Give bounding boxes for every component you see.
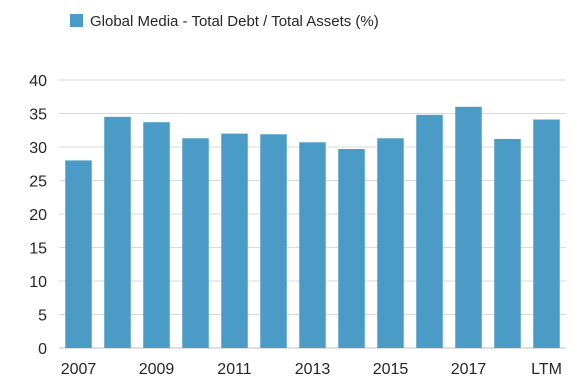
bar-2008 bbox=[104, 116, 131, 348]
bar-2010 bbox=[182, 138, 209, 348]
y-tick-label: 30 bbox=[29, 140, 47, 157]
x-tick-label: LTM bbox=[531, 361, 562, 378]
y-tick-label: 40 bbox=[29, 73, 47, 90]
y-tick-label: 25 bbox=[29, 174, 47, 191]
y-tick-label: 10 bbox=[29, 274, 47, 291]
y-tick-label: 5 bbox=[38, 308, 47, 325]
x-tick-label: 2007 bbox=[61, 361, 97, 378]
bar-2018 bbox=[494, 138, 521, 348]
bar-2017 bbox=[455, 106, 482, 348]
bar-2011 bbox=[221, 133, 248, 348]
bar-2013 bbox=[299, 142, 326, 348]
plot-area: 0 5 10 15 20 25 30 35 40 2007 2009 2011 2013 2015 201… bbox=[29, 73, 566, 378]
y-tick-label: 15 bbox=[29, 241, 47, 258]
y-tick-label: 35 bbox=[29, 107, 47, 124]
x-tick-label: 2009 bbox=[139, 361, 175, 378]
bars bbox=[65, 106, 560, 349]
bar-2007 bbox=[65, 160, 92, 348]
x-tick-label: 2013 bbox=[295, 361, 331, 378]
y-axis-ticks: 0 5 10 15 20 25 30 35 40 bbox=[29, 73, 47, 358]
x-tick-label: 2017 bbox=[451, 361, 487, 378]
x-axis-ticks: 2007 2009 2011 2013 2015 2017 LTM bbox=[61, 361, 562, 378]
bar-LTM bbox=[533, 119, 560, 348]
legend: Global Media - Total Debt / Total Assets… bbox=[70, 13, 379, 30]
bar-2015 bbox=[377, 138, 404, 348]
legend-swatch bbox=[70, 14, 83, 27]
y-tick-label: 0 bbox=[38, 341, 47, 358]
bar-2012 bbox=[260, 134, 287, 348]
x-tick-label: 2011 bbox=[217, 361, 252, 378]
y-tick-label: 20 bbox=[29, 207, 47, 224]
bar-2014 bbox=[338, 149, 365, 348]
bar-2009 bbox=[143, 122, 170, 349]
x-tick-label: 2015 bbox=[373, 361, 409, 378]
legend-label: Global Media - Total Debt / Total Assets… bbox=[90, 13, 379, 30]
bar-2016 bbox=[416, 114, 443, 348]
